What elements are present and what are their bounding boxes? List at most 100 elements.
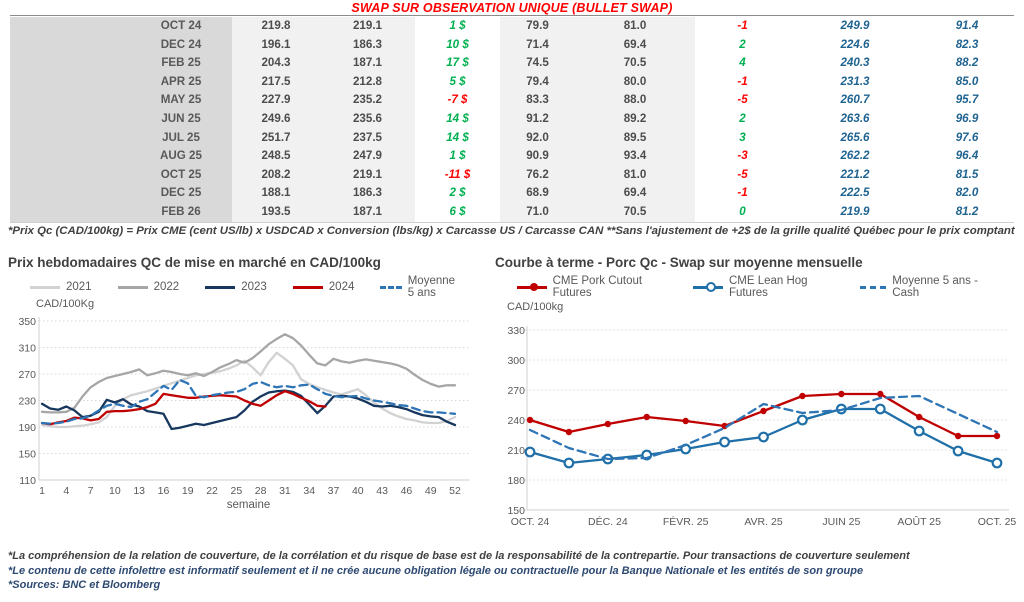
table-row: FEB 26 193.5 187.1 6 $71.0 70.5 0 219.9 81.2 xyxy=(10,202,1014,222)
table-row: JUL 25 251.7 237.5 14 $92.0 89.5 3 265.6 97.6 xyxy=(10,128,1014,148)
cell-prix-qc: 208.2 xyxy=(232,165,320,185)
y-tick-label: 150 xyxy=(507,505,525,517)
sources-line: *Sources: BNC et Bloomberg xyxy=(8,579,161,591)
data-point xyxy=(643,413,650,421)
y-tick-label: 300 xyxy=(507,355,525,367)
x-tick-label: OCT. 25 xyxy=(978,516,1017,528)
x-tick-label: JUIN 25 xyxy=(822,516,860,528)
table-row: APR 25 217.5 212.8 5 $79.4 80.0 -1 231.3 85.0 xyxy=(10,72,1014,92)
cell-prix-us: 68.9 xyxy=(500,184,575,203)
x-tick-label: 1 xyxy=(39,485,45,497)
cell-prix-qc: 248.5 xyxy=(232,147,320,166)
data-point xyxy=(760,407,767,415)
cell-diff-dollar: 14 $ xyxy=(415,128,500,148)
cell-delta: -3 xyxy=(695,147,790,166)
table-top-rule xyxy=(10,15,1014,16)
cell-month: OCT 24 xyxy=(130,17,232,36)
data-point xyxy=(604,420,612,428)
legend-label: Moyenne 5 ans xyxy=(407,275,456,299)
cell-delta: -1 xyxy=(695,184,790,203)
cell-delta: 4 xyxy=(695,54,790,73)
y-tick-label: 210 xyxy=(507,445,525,457)
x-tick-label: 25 xyxy=(231,485,243,497)
cell-delta: 3 xyxy=(695,128,790,148)
cell-diff-dollar: -11 $ xyxy=(415,165,500,185)
cell-moyenne: 219.9 xyxy=(790,202,920,222)
open-dot-icon xyxy=(706,282,717,292)
cell-prix-us: 92.0 xyxy=(500,128,575,148)
data-point xyxy=(563,457,575,469)
filled-dot-icon xyxy=(530,283,538,291)
cell-prix-qc: 249.6 xyxy=(232,109,320,129)
cell-delta: 2 xyxy=(695,109,790,129)
cell-delta: -5 xyxy=(695,165,790,185)
table-row: DEC 25 188.1 186.3 2 $68.9 69.4 -1 222.5 82.0 xyxy=(10,184,1014,203)
weekly-price-chart: Prix hebdomadaires QC de mise en marché … xyxy=(8,255,486,531)
x-tick-label: 13 xyxy=(133,485,145,497)
svg-text:CAD/100Kg: CAD/100Kg xyxy=(36,298,94,310)
legend-swatch-moyenne-cash-dash xyxy=(860,285,887,289)
series-2024 xyxy=(40,390,327,426)
y-tick-label: 180 xyxy=(507,475,525,487)
x-tick-label: OCT. 24 xyxy=(511,516,550,528)
y-tick-label: 350 xyxy=(18,316,36,328)
cell-moyenne: 240.3 xyxy=(790,54,920,73)
cell-moyenne: 262.2 xyxy=(790,147,920,166)
x-tick-label: 37 xyxy=(328,485,340,497)
table-row: AUG 25 248.5 247.9 1 $90.9 93.4 -3 262.2 96.4 xyxy=(10,147,1014,166)
y-tick-label: 330 xyxy=(507,325,525,337)
forward-curve-chart: Courbe à terme - Porc Qc - Swap sur moye… xyxy=(495,255,1019,541)
x-tick-label: 28 xyxy=(255,485,267,497)
cell-moyenne-us: 82.3 xyxy=(920,35,1014,55)
x-tick-label: 40 xyxy=(352,485,364,497)
cell-delta: -1 xyxy=(695,17,790,36)
row-spacer xyxy=(10,165,130,185)
cell-prix-us: 76.2 xyxy=(500,165,575,185)
cell-moyenne-us: 82.0 xyxy=(920,184,1014,203)
forward-chart-title: Courbe à terme - Porc Qc - Swap sur moye… xyxy=(495,255,863,270)
cell-delta: 2 xyxy=(695,35,790,55)
cell-moyenne-us: 95.7 xyxy=(920,91,1014,110)
data-point xyxy=(797,414,808,426)
cell-month: APR 25 xyxy=(130,72,232,92)
table-row: FEB 25 204.3 187.1 17 $74.5 70.5 4 240.3 88.2 xyxy=(10,54,1014,73)
cell-swap: 235.2 xyxy=(320,91,415,110)
table-row: OCT 25 208.2 219.1 -11 $76.2 81.0 -5 221.2 81.5 xyxy=(10,165,1014,185)
cell-moyenne: 222.5 xyxy=(790,184,920,203)
legend-label: CME Pork Cutout Futures xyxy=(552,275,643,299)
series-2022 xyxy=(40,333,457,414)
legend-swatch-2024 xyxy=(292,285,323,289)
x-tick-label: DÉC. 24 xyxy=(588,515,628,528)
data-point xyxy=(719,436,730,448)
data-point xyxy=(877,390,884,398)
y-tick-label: 240 xyxy=(507,415,525,427)
row-spacer xyxy=(10,72,130,92)
cell-moyenne-us: 88.2 xyxy=(920,54,1014,73)
cell-swap-us: 81.0 xyxy=(575,17,695,36)
cell-moyenne: 231.3 xyxy=(790,72,920,92)
data-point xyxy=(874,403,886,415)
x-tick-label: 31 xyxy=(279,485,291,497)
cell-month: MAY 25 xyxy=(130,91,232,110)
data-point xyxy=(565,428,573,436)
swap-table-title: SWAP SUR OBSERVATION UNIQUE (BULLET SWAP… xyxy=(351,1,673,15)
disclaimer-footer: *La compréhension de la relation de couv… xyxy=(8,549,910,593)
cell-prix-us: 90.9 xyxy=(500,147,575,166)
row-spacer xyxy=(10,128,130,148)
x-tick-label: AOÛT 25 xyxy=(897,515,941,528)
table-footnote: *Prix Qc (CAD/100kg) = Prix CME (cent US… xyxy=(8,225,1015,237)
x-tick-label: 19 xyxy=(182,485,194,497)
cell-moyenne-us: 85.0 xyxy=(920,72,1014,92)
legend-swatch-pork-cutout xyxy=(517,283,547,291)
table-row: MAY 25 227.9 235.2 -7 $83.3 88.0 -5 260.7 95.7 xyxy=(10,91,1014,110)
table-row: JUN 25 249.6 235.6 14 $91.2 89.2 2 263.6 96.9 xyxy=(10,109,1014,129)
cell-prix-qc: 204.3 xyxy=(232,54,320,73)
cell-delta: 0 xyxy=(695,202,790,222)
cell-diff-dollar: 6 $ xyxy=(415,202,500,222)
cell-swap-us: 89.2 xyxy=(575,109,695,129)
x-tick-label: 4 xyxy=(63,485,69,497)
row-spacer xyxy=(10,35,130,55)
cell-diff-dollar: 2 $ xyxy=(415,184,500,203)
legend-label: Moyenne 5 ans - Cash xyxy=(892,275,978,299)
